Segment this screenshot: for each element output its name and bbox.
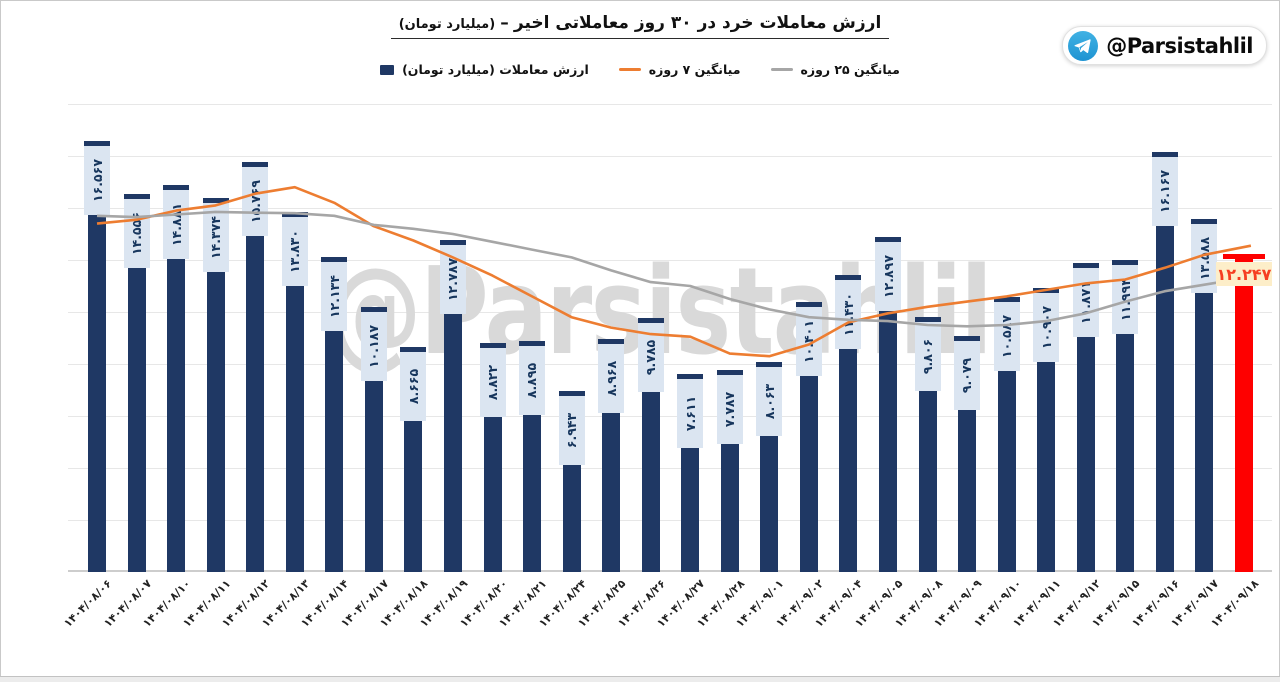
telegram-icon xyxy=(1068,30,1099,61)
bar-value-label: ۱۲.۱۳۴ xyxy=(321,257,348,331)
title-separator: – xyxy=(500,13,509,33)
bar-value-label: ۱۵.۷۶۹ xyxy=(242,162,269,236)
chart-header: ارزش معاملات خرد در ۳۰ روز معاملاتی اخیر… xyxy=(0,13,1280,39)
bar-value-label: ۶.۹۴۳ xyxy=(558,391,585,465)
bar-value-label: ۷.۷۸۷ xyxy=(716,370,743,444)
gridline xyxy=(68,416,1272,417)
bar-highlight xyxy=(1234,254,1253,572)
gridline xyxy=(68,156,1272,157)
gridline xyxy=(68,468,1272,469)
legend-label: میانگین ۷ روزه xyxy=(648,62,741,77)
bar-value-label: ۹.۷۸۵ xyxy=(637,318,664,392)
bar-value-label: ۱۶.۱۶۷ xyxy=(1151,152,1178,226)
bar-value-label: ۱۳.۸۳۰ xyxy=(281,212,308,286)
legend-label: میانگین ۲۵ روزه xyxy=(800,62,900,77)
legend-label: ارزش معاملات (میلیارد تومان) xyxy=(402,62,589,77)
chart-legend: ارزش معاملات (میلیارد تومان) میانگین ۷ رو… xyxy=(0,62,1280,77)
legend-line-marker xyxy=(770,67,793,72)
bar-value-label: ۹.۰۷۹ xyxy=(954,336,981,410)
bar-value-label: ۱۰.۹۰۷ xyxy=(1033,288,1060,362)
channel-handle: @Parsistahlil xyxy=(1106,33,1253,58)
bar-value-label: ۸.۰۶۳ xyxy=(756,362,783,436)
bar-value-label: ۱۳.۵۸۸ xyxy=(1191,219,1218,293)
legend-line-marker xyxy=(618,67,641,72)
bar-value-label: ۱۱.۹۹۴ xyxy=(1112,260,1139,334)
bottom-strip xyxy=(0,676,1280,682)
legend-item-2: میانگین ۲۵ روزه xyxy=(770,62,900,77)
legend-item-1: میانگین ۷ روزه xyxy=(618,62,741,77)
gridline xyxy=(68,104,1272,105)
bar-value-label: ۷.۶۱۱ xyxy=(677,374,704,448)
legend-item-0: ارزش معاملات (میلیارد تومان) xyxy=(380,62,589,77)
telegram-channel-badge[interactable]: @Parsistahlil xyxy=(1062,26,1267,65)
bar-value-label: ۱۱.۸۷۱ xyxy=(1072,263,1099,337)
highlight-bar-cap xyxy=(1222,254,1265,259)
bar-value-label: ۱۴.۵۵۶ xyxy=(123,194,150,268)
title-text: ارزش معاملات خرد در ۳۰ روز معاملاتی اخیر xyxy=(513,13,882,33)
x-axis-line xyxy=(68,570,1272,572)
bar-value-label: ۱۰.۴۰۱ xyxy=(795,302,822,376)
bar-value-label: ۱۲.۸۹۷ xyxy=(875,237,901,311)
bar-value-label: ۱۴.۳۷۴ xyxy=(202,198,229,272)
bar-value-label: ۱۰.۱۸۷ xyxy=(360,307,387,381)
bar-value-label: ۸.۸۲۲ xyxy=(479,343,506,417)
bar-value-label: ۸.۶۶۵ xyxy=(400,347,427,421)
title-unit: (میلیارد تومان) xyxy=(398,17,496,32)
gridline xyxy=(68,364,1272,365)
bar-value-label: ۱۴.۸۸۱ xyxy=(163,185,190,259)
bar-value-label: ۱۲.۷۸۷ xyxy=(439,240,466,314)
bar-value-label: ۱۰.۵۸۷ xyxy=(993,297,1020,371)
bar-value-label: ۸.۸۹۵ xyxy=(519,341,546,415)
gridline xyxy=(68,520,1272,521)
highlight-value-label: ۱۲.۲۴۷ xyxy=(1215,262,1272,286)
bar-value-label: ۹.۸۰۶ xyxy=(914,317,941,391)
bar-value-label: ۸.۹۶۸ xyxy=(598,339,625,413)
bar-value-label: ۱۶.۵۶۷ xyxy=(84,141,110,215)
bar-value-label: ۱۱.۴۳۰ xyxy=(835,275,862,349)
page-title: ارزش معاملات خرد در ۳۰ روز معاملاتی اخیر… xyxy=(390,13,890,39)
legend-square-marker xyxy=(380,64,395,75)
